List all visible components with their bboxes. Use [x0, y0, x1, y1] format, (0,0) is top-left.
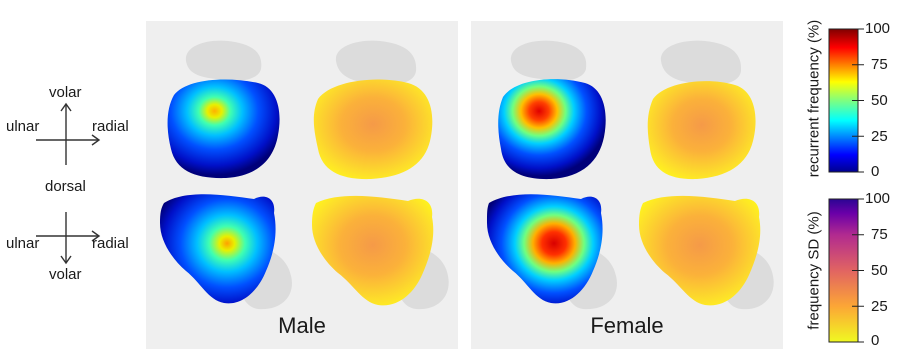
cb2-tick-75: 75 — [871, 226, 888, 243]
cb2-tick-100: 100 — [865, 190, 891, 207]
cb2-tick-25: 25 — [871, 298, 888, 315]
cb1-tick-100: 100 — [865, 20, 891, 37]
cb2-tick-0: 0 — [871, 332, 880, 349]
label-radial-top: radial — [92, 118, 129, 135]
label-dorsal-top: dorsal — [45, 178, 86, 195]
label-radial-bottom: radial — [92, 235, 129, 252]
male-bone-maps — [160, 40, 449, 310]
female-title: Female — [590, 313, 664, 338]
cb1-tick-50: 50 — [871, 92, 888, 109]
male-title: Male — [278, 313, 326, 338]
label-volar-top: volar — [49, 84, 82, 101]
label-volar-bottom: volar — [49, 266, 82, 283]
label-ulnar-top: ulnar — [6, 118, 40, 135]
cb1-tick-25: 25 — [871, 128, 888, 145]
cb1-tick-75: 75 — [871, 56, 888, 73]
cb2-title: frequency SD (%) — [805, 211, 823, 330]
female-panel: Female — [471, 21, 783, 349]
female-bone-maps — [487, 40, 774, 310]
cb2-tick-50: 50 — [871, 262, 888, 279]
label-ulnar-bottom: ulnar — [6, 235, 40, 252]
male-panel: Male — [146, 21, 458, 349]
cb1-tick-0: 0 — [871, 163, 880, 180]
